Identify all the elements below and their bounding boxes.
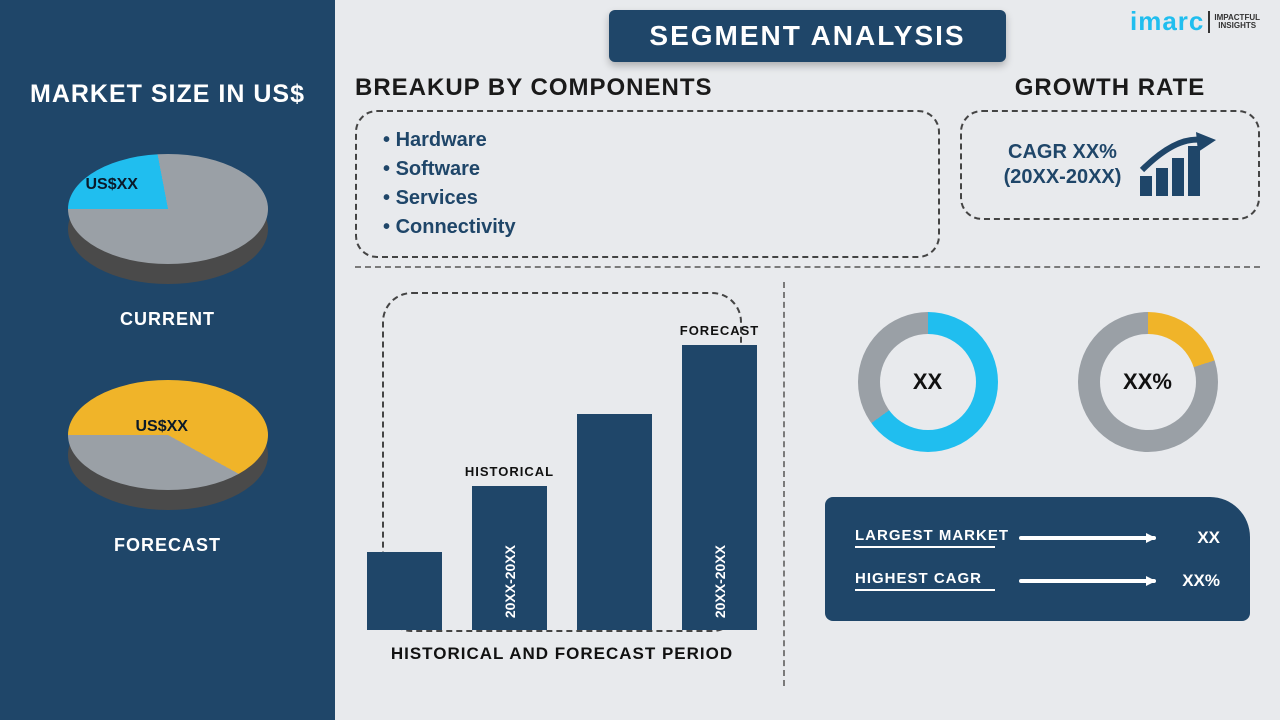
right-metrics-panel: XX XX% LARGEST MARKET XX <box>785 282 1260 686</box>
donut-row: XX XX% <box>825 312 1250 452</box>
card-label: LARGEST MARKET <box>855 527 1005 548</box>
pie-top-current <box>68 154 268 264</box>
row-bottom: HISTORICAL20XX-20XXFORECAST20XX-20XX HIS… <box>355 266 1260 686</box>
logo-divider <box>1208 11 1210 33</box>
donut-xx: XX <box>858 312 998 452</box>
card-label-text: LARGEST MARKET <box>855 527 1005 544</box>
components-list: HardwareSoftwareServicesConnectivity <box>379 126 916 242</box>
logo-text: imarc <box>1130 6 1204 37</box>
donut-label-0: XX <box>858 312 998 452</box>
cagr-text: CAGR XX% (20XX-20XX) <box>1004 140 1122 190</box>
card-row-highest-cagr: HIGHEST CAGR XX% <box>855 570 1220 591</box>
card-bar-arrow-icon <box>1019 536 1156 540</box>
growth-box: CAGR XX% (20XX-20XX) <box>960 110 1260 220</box>
bar-period-label: 20XX-20XX <box>502 545 518 618</box>
donut-xxpct: XX% <box>1078 312 1218 452</box>
bar-rect <box>367 552 442 630</box>
bar: FORECAST20XX-20XX <box>682 345 757 630</box>
card-label: HIGHEST CAGR <box>855 570 1005 591</box>
breakup-box: HardwareSoftwareServicesConnectivity <box>355 110 940 258</box>
bar-chart: HISTORICAL20XX-20XXFORECAST20XX-20XX <box>384 310 740 630</box>
logo-tagline: IMPACTFUL INSIGHTS <box>1214 14 1260 30</box>
breakup-section: BREAKUP BY COMPONENTS HardwareSoftwareSe… <box>355 74 940 258</box>
cagr-line1: CAGR XX% <box>1004 140 1122 165</box>
pie-badge-current: US$XX <box>86 176 138 194</box>
cagr-line2: (20XX-20XX) <box>1004 165 1122 190</box>
bar-period-label: 20XX-20XX <box>712 545 728 618</box>
donut-label-1: XX% <box>1078 312 1218 452</box>
brand-logo: imarc IMPACTFUL INSIGHTS <box>1130 6 1260 37</box>
card-bar-arrow-icon <box>1019 579 1156 583</box>
bar <box>367 552 442 630</box>
component-item: Hardware <box>383 126 916 155</box>
hist-box: HISTORICAL20XX-20XXFORECAST20XX-20XX <box>382 292 742 632</box>
growth-section: GROWTH RATE CAGR XX% (20XX-20XX) <box>960 74 1260 220</box>
breakup-title: BREAKUP BY COMPONENTS <box>355 74 940 102</box>
title-row: SEGMENT ANALYSIS imarc IMPACTFUL INSIGHT… <box>355 10 1260 62</box>
market-size-title: MARKET SIZE IN US$ <box>30 80 305 109</box>
pie-label-forecast: FORECAST <box>114 535 221 556</box>
historical-forecast-section: HISTORICAL20XX-20XXFORECAST20XX-20XX HIS… <box>355 282 785 686</box>
card-row-largest-market: LARGEST MARKET XX <box>855 527 1220 548</box>
component-item: Connectivity <box>383 213 916 242</box>
bar-caption: FORECAST <box>680 323 760 338</box>
infographic-root: MARKET SIZE IN US$ US$XX CURRENT US$XX F… <box>0 0 1280 720</box>
card-label-text: HIGHEST CAGR <box>855 570 1005 587</box>
component-item: Software <box>383 155 916 184</box>
underline <box>855 546 995 548</box>
card-value: XX% <box>1170 571 1220 591</box>
left-panel: MARKET SIZE IN US$ US$XX CURRENT US$XX F… <box>0 0 335 720</box>
hist-caption: HISTORICAL AND FORECAST PERIOD <box>361 644 763 664</box>
segment-analysis-title: SEGMENT ANALYSIS <box>609 10 1005 62</box>
growth-arrow-icon <box>1136 130 1216 200</box>
pie-label-current: CURRENT <box>120 309 215 330</box>
logo-tag-bottom: INSIGHTS <box>1214 22 1260 30</box>
card-value: XX <box>1170 528 1220 548</box>
bar-rect <box>577 414 652 630</box>
metrics-card: LARGEST MARKET XX HIGHEST CAGR XX% <box>825 497 1250 621</box>
pie-forecast: US$XX <box>58 360 278 520</box>
growth-title: GROWTH RATE <box>960 74 1260 102</box>
pie-badge-forecast: US$XX <box>136 418 188 436</box>
bar <box>577 414 652 630</box>
pie-current: US$XX <box>58 134 278 294</box>
bar-caption: HISTORICAL <box>465 464 554 479</box>
right-panel: SEGMENT ANALYSIS imarc IMPACTFUL INSIGHT… <box>335 0 1280 720</box>
bar: HISTORICAL20XX-20XX <box>472 486 547 630</box>
component-item: Services <box>383 184 916 213</box>
underline <box>855 589 995 591</box>
row-breakup-growth: BREAKUP BY COMPONENTS HardwareSoftwareSe… <box>355 74 1260 258</box>
